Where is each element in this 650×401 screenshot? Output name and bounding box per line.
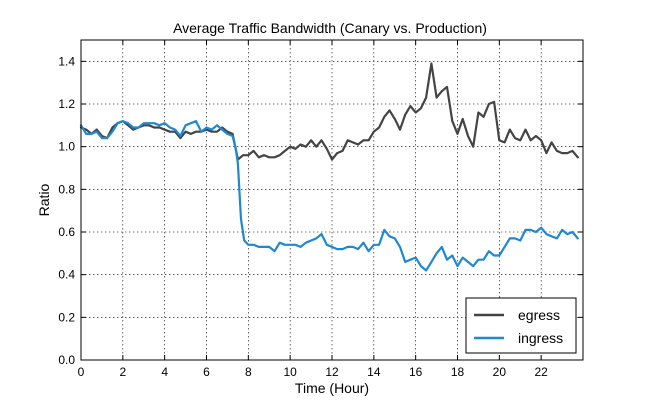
- y-axis-label: Ratio: [36, 183, 52, 216]
- x-tick-label: 6: [203, 365, 210, 379]
- x-tick-label: 18: [451, 365, 465, 379]
- x-tick-label: 16: [409, 365, 423, 379]
- series-layer: [79, 62, 579, 272]
- x-tick-label: 4: [161, 365, 168, 379]
- x-tick-label: 10: [283, 365, 297, 379]
- legend-label-ingress: ingress: [518, 330, 563, 346]
- x-axis-label: Time (Hour): [295, 380, 369, 396]
- y-tick-label: 1.2: [58, 97, 75, 111]
- y-tick-label: 0.6: [58, 225, 75, 239]
- y-tick-label: 0.8: [58, 182, 75, 196]
- x-tick-label: 22: [534, 365, 548, 379]
- y-tick-label: 0.2: [58, 310, 75, 324]
- y-tick-label: 1.4: [58, 54, 75, 68]
- y-tick-label: 0.0: [58, 353, 75, 367]
- chart-title: Average Traffic Bandwidth (Canary vs. Pr…: [173, 20, 487, 36]
- y-tick-label: 0.4: [58, 268, 75, 282]
- series-line-ingress: [79, 119, 579, 272]
- x-tick-label: 2: [119, 365, 126, 379]
- x-tick-label: 12: [325, 365, 339, 379]
- y-tick-label: 1.0: [58, 140, 75, 154]
- ticks: 0 2 4 6 8 10 12 14 16 18 20 22 0.0 0.2 0.4 0.6 0.8 1.0 1.2…: [58, 40, 583, 379]
- x-tick-label: 8: [245, 365, 252, 379]
- grid: [81, 40, 583, 360]
- x-tick-label: 14: [367, 365, 381, 379]
- series-line-egress: [79, 62, 579, 161]
- legend-frame: [465, 297, 577, 354]
- x-tick-label: 20: [493, 365, 507, 379]
- legend-label-egress: egress: [518, 307, 560, 323]
- legend: egress ingress: [465, 297, 577, 354]
- x-tick-label: 0: [78, 365, 85, 379]
